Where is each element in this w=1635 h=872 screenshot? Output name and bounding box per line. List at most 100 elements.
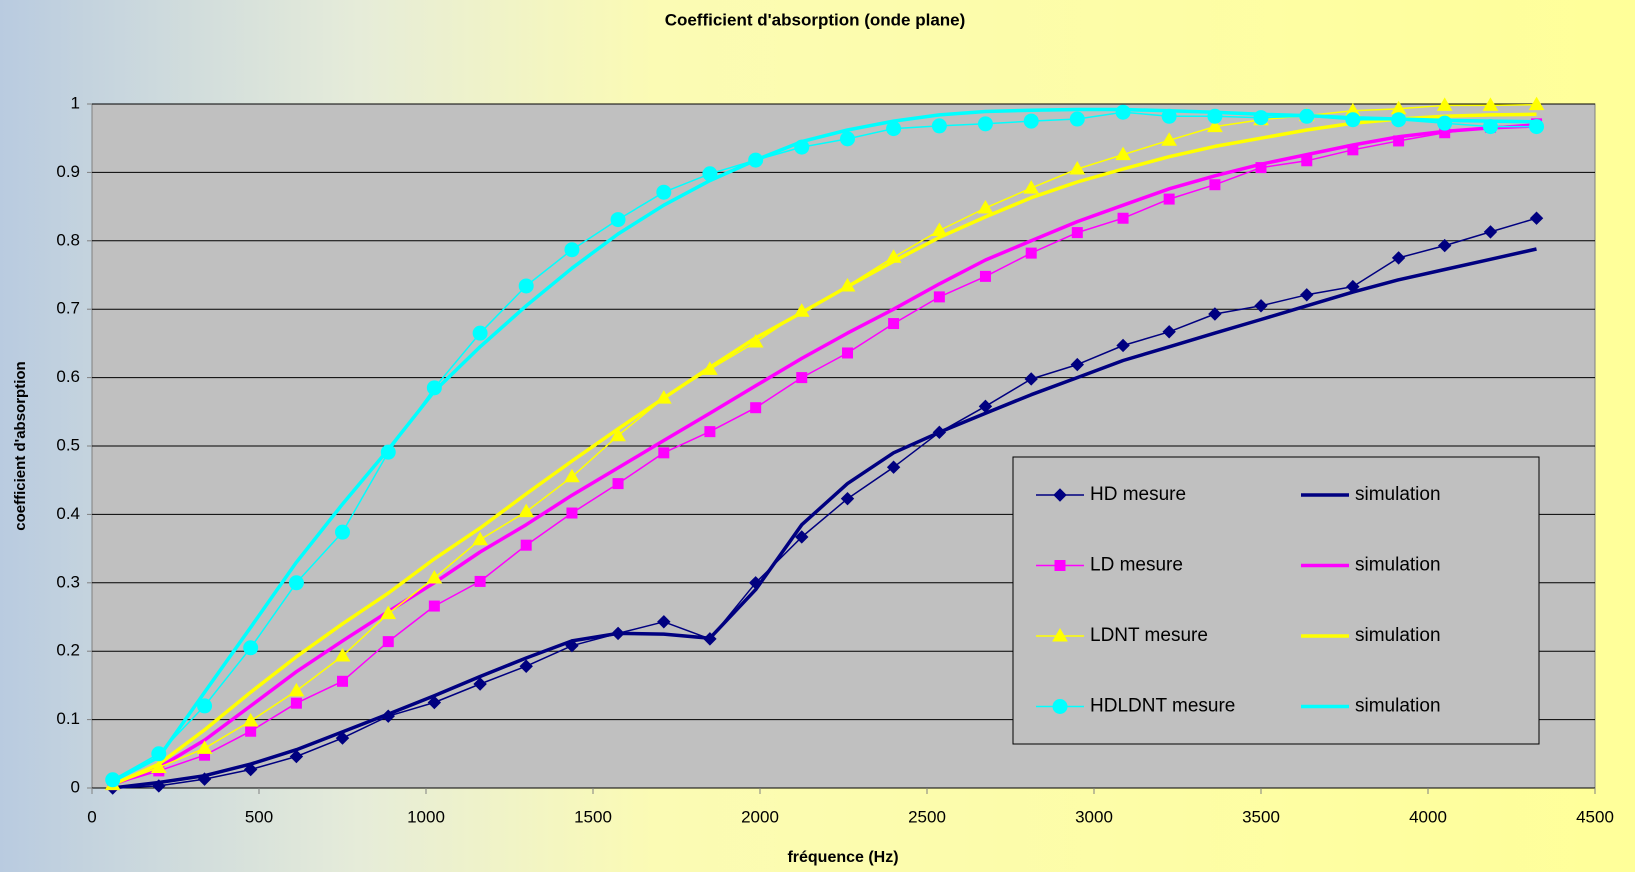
marker-diamond	[1437, 238, 1452, 253]
marker-square	[704, 426, 716, 438]
marker-triangle	[1207, 118, 1223, 133]
marker-diamond	[1529, 211, 1544, 225]
legend-label: simulation	[1355, 484, 1441, 505]
series-line	[112, 217, 1537, 789]
marker-diamond	[1070, 357, 1085, 372]
y-tick-label: 0.8	[56, 230, 80, 249]
marker-diamond	[1208, 307, 1222, 321]
legend-label: LD mesure	[1090, 555, 1183, 576]
marker-triangle	[1482, 97, 1499, 111]
marker-diamond	[1162, 325, 1176, 339]
legend-label: HD mesure	[1090, 484, 1186, 505]
marker-square	[750, 402, 762, 414]
marker-circle	[1052, 699, 1068, 714]
marker-triangle	[1052, 628, 1068, 642]
y-tick-label: 0.5	[56, 435, 80, 454]
marker-square	[382, 636, 394, 648]
marker-square	[290, 697, 302, 709]
marker-square	[1163, 193, 1175, 205]
marker-triangle	[1115, 146, 1131, 161]
y-tick-label: 0.6	[56, 367, 80, 386]
marker-diamond	[1254, 299, 1268, 313]
marker-square	[474, 575, 486, 587]
y-tick-label: 0.4	[56, 504, 80, 523]
marker-circle	[1345, 112, 1361, 128]
marker-square	[842, 347, 854, 359]
y-tick-label: 0.3	[56, 572, 80, 591]
marker-diamond	[1391, 251, 1406, 265]
x-tick-label: 0	[87, 807, 96, 826]
legend: HD mesure simulation LD mesure simulation LD…	[1036, 484, 1441, 717]
y-axis-title: coefficient d'absorption	[12, 361, 29, 530]
marker-diamond	[473, 677, 487, 691]
marker-triangle	[564, 468, 580, 483]
legend-label: simulation	[1355, 555, 1441, 576]
series-line	[112, 247, 1537, 790]
marker-circle	[610, 212, 626, 228]
marker-square	[428, 600, 440, 612]
marker-circle	[840, 131, 856, 147]
legend-label: simulation	[1355, 625, 1441, 646]
x-tick-label: 1500	[574, 807, 612, 826]
y-tick-label: 1	[71, 93, 80, 112]
marker-diamond	[519, 659, 533, 673]
marker-circle	[335, 524, 350, 540]
marker-square	[245, 725, 257, 737]
marker-diamond	[335, 731, 350, 745]
marker-square	[933, 291, 945, 303]
marker-square	[612, 478, 624, 490]
marker-triangle	[977, 199, 994, 214]
marker-square	[520, 539, 532, 551]
marker-triangle	[426, 570, 443, 584]
x-tick-label: 2000	[741, 807, 779, 826]
x-tick-label: 2500	[908, 807, 946, 826]
marker-triangle	[196, 740, 213, 754]
marker-circle	[243, 640, 259, 656]
y-tick-label: 0.9	[56, 162, 80, 181]
y-tick-label: 0.1	[56, 709, 80, 728]
marker-diamond	[1300, 288, 1314, 302]
legend-label: HDLDNT mesure	[1090, 696, 1235, 717]
marker-triangle	[518, 503, 535, 518]
x-axis-title: fréquence (Hz)	[787, 849, 898, 866]
x-tick-label: 1000	[407, 807, 445, 826]
marker-triangle	[1436, 97, 1453, 111]
marker-circle	[426, 380, 442, 396]
marker-diamond	[427, 695, 442, 710]
series-line	[111, 107, 1537, 783]
legend-box	[1012, 456, 1540, 745]
x-tick-label: 500	[245, 807, 273, 826]
marker-triangle	[242, 712, 259, 727]
marker-square	[1054, 560, 1066, 571]
marker-square	[1071, 227, 1083, 239]
marker-triangle	[1069, 160, 1086, 175]
legend-label: simulation	[1355, 696, 1441, 717]
y-tick-label: 0	[71, 777, 80, 796]
marker-square	[1301, 155, 1313, 167]
marker-circle	[931, 118, 947, 134]
marker-square	[888, 318, 900, 330]
marker-circle	[1023, 113, 1039, 129]
marker-triangle	[334, 647, 351, 662]
marker-square	[337, 675, 348, 687]
marker-diamond	[840, 491, 855, 506]
marker-circle	[564, 242, 580, 258]
marker-circle	[1069, 111, 1085, 127]
marker-diamond	[289, 749, 304, 764]
marker-triangle	[1528, 96, 1545, 111]
marker-square	[1117, 212, 1129, 224]
marker-square	[979, 270, 991, 282]
marker-circle	[1437, 115, 1453, 131]
marker-triangle	[472, 531, 488, 546]
marker-circle	[472, 325, 488, 341]
marker-circle	[656, 184, 672, 200]
y-tick-label: 0.2	[56, 641, 80, 660]
marker-circle	[288, 575, 304, 591]
series-line	[111, 112, 1537, 787]
marker-diamond	[1024, 372, 1038, 386]
marker-circle	[518, 278, 534, 294]
series-line	[112, 123, 1537, 786]
marker-square	[566, 507, 578, 519]
